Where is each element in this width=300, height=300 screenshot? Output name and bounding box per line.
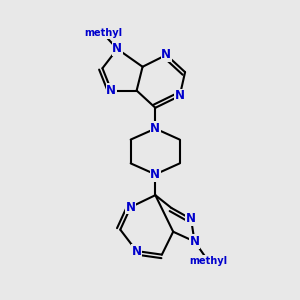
Text: N: N [150,122,160,135]
Text: N: N [161,48,171,62]
Text: N: N [106,84,116,97]
Text: N: N [112,42,122,56]
Text: N: N [150,168,160,181]
Text: N: N [126,201,136,214]
Text: N: N [132,244,142,258]
Text: methyl: methyl [189,256,227,266]
Text: N: N [190,235,200,248]
Text: N: N [175,89,185,102]
Text: methyl: methyl [84,28,122,38]
Text: N: N [186,212,196,226]
Text: methyl: methyl [84,28,122,38]
